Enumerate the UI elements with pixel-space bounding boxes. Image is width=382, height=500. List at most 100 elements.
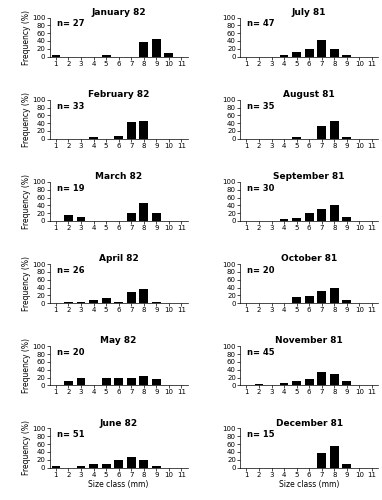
Text: n= 47: n= 47 [247,20,275,28]
Y-axis label: Frequency (%): Frequency (%) [22,10,31,64]
Bar [139,376,148,386]
Bar [317,126,326,139]
Bar [127,122,136,139]
Bar [330,446,339,468]
Bar [64,382,73,386]
Bar [330,288,339,303]
Bar [127,292,136,303]
Bar [77,466,86,468]
Text: n= 45: n= 45 [247,348,275,357]
Title: November 81: November 81 [275,336,343,345]
Text: n= 33: n= 33 [57,102,84,110]
Title: June 82: June 82 [100,418,138,428]
Bar [292,52,301,56]
Bar [64,215,73,221]
Bar [77,302,86,303]
Bar [77,378,86,386]
Bar [77,217,86,221]
Title: April 82: April 82 [99,254,139,263]
Bar [89,137,98,139]
Bar [342,217,351,221]
Bar [139,290,148,303]
Text: n= 20: n= 20 [247,266,275,275]
Bar [64,302,73,303]
Bar [139,121,148,139]
Bar [127,456,136,468]
Title: January 82: January 82 [91,8,146,16]
Title: May 82: May 82 [100,336,137,345]
Bar [305,213,314,221]
Bar [292,137,301,139]
Text: n= 15: n= 15 [247,430,275,440]
Bar [139,204,148,221]
Bar [280,219,288,221]
Bar [342,464,351,468]
Bar [280,54,288,56]
Bar [292,298,301,303]
Title: March 82: March 82 [95,172,142,181]
Y-axis label: Frequency (%): Frequency (%) [22,174,31,229]
X-axis label: Size class (mm): Size class (mm) [89,480,149,490]
Bar [330,204,339,221]
Bar [342,380,351,386]
Bar [127,378,136,386]
Bar [317,452,326,468]
Bar [152,302,161,303]
Bar [152,380,161,386]
Bar [114,460,123,468]
Title: October 81: October 81 [281,254,337,263]
Bar [317,40,326,56]
Y-axis label: Frequency (%): Frequency (%) [22,256,31,311]
Bar [139,42,148,56]
Text: n= 51: n= 51 [57,430,84,440]
Bar [152,213,161,221]
Bar [89,464,98,468]
Text: n= 30: n= 30 [247,184,274,193]
Bar [317,209,326,221]
Bar [342,55,351,56]
Bar [330,121,339,139]
Bar [330,49,339,56]
Bar [152,39,161,56]
Bar [165,52,173,56]
Bar [330,374,339,386]
Y-axis label: Frequency (%): Frequency (%) [22,92,31,146]
Bar [342,137,351,139]
Bar [280,384,288,386]
Text: n= 35: n= 35 [247,102,275,110]
Bar [305,380,314,386]
Bar [317,292,326,303]
Bar [89,300,98,303]
Title: September 81: September 81 [274,172,345,181]
Bar [102,55,110,56]
Bar [317,372,326,386]
Bar [305,296,314,303]
Text: n= 27: n= 27 [57,20,84,28]
Bar [52,55,60,56]
Text: n= 19: n= 19 [57,184,84,193]
Bar [254,384,263,386]
Bar [102,298,110,303]
Y-axis label: Frequency (%): Frequency (%) [22,338,31,394]
Bar [305,49,314,56]
Y-axis label: Frequency (%): Frequency (%) [22,420,31,476]
Bar [342,300,351,303]
Bar [114,302,123,303]
Bar [127,213,136,221]
Bar [114,136,123,139]
Bar [102,464,110,468]
Text: n= 20: n= 20 [57,348,84,357]
Title: July 81: July 81 [292,8,326,16]
Title: February 82: February 82 [88,90,149,99]
Bar [292,218,301,221]
X-axis label: Size class (mm): Size class (mm) [279,480,339,490]
Text: n= 26: n= 26 [57,266,84,275]
Bar [114,378,123,386]
Bar [52,466,60,468]
Title: December 81: December 81 [275,418,343,428]
Bar [152,466,161,468]
Bar [139,460,148,468]
Title: August 81: August 81 [283,90,335,99]
Bar [102,378,110,386]
Bar [292,380,301,386]
